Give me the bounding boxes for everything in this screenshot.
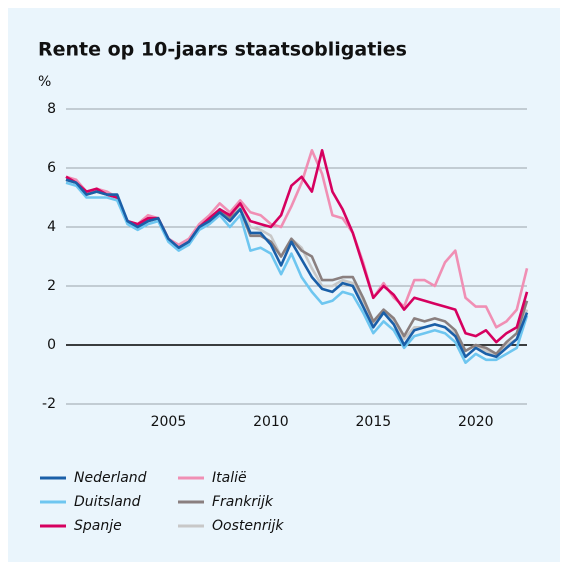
series-line (65, 181, 529, 364)
legend-label: Spanje (74, 518, 122, 534)
series-line (65, 178, 529, 359)
y-tick-label: 2 (47, 278, 56, 294)
legend-label: Nederland (74, 470, 147, 486)
y-axis-label: % (38, 74, 51, 90)
x-tick-label: 2020 (458, 414, 494, 430)
x-tick-label: 2005 (151, 414, 187, 430)
background (8, 8, 560, 562)
series-line (65, 149, 529, 344)
legend-label: Oostenrijk (212, 518, 284, 534)
series-line (65, 149, 529, 329)
y-tick-label: 6 (47, 160, 56, 176)
legend-label: Italië (212, 470, 247, 486)
chart-title: Rente op 10-jaars staatsobligaties (38, 39, 407, 61)
legend-label: Duitsland (74, 494, 141, 510)
y-tick-label: 0 (47, 337, 56, 353)
x-tick-label: 2015 (356, 414, 392, 430)
y-tick-label: 8 (47, 101, 56, 117)
y-tick-label: 4 (47, 219, 56, 235)
legend-label: Frankrijk (212, 494, 274, 510)
y-tick-label: -2 (42, 396, 56, 412)
x-tick-label: 2010 (253, 414, 289, 430)
